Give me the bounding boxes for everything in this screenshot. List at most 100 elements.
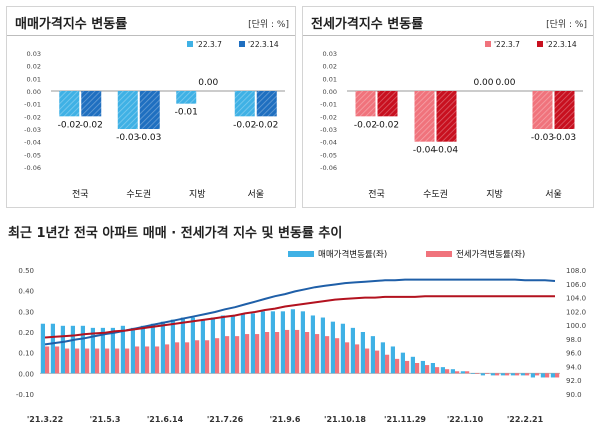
trend-left-ytick-label: 0.50 [18,267,34,275]
trend-sale-bar [80,325,85,374]
trend-jeonse-bar [235,336,240,374]
sale-ytick-label: 0.03 [27,50,41,58]
trend-sale-bar [270,311,275,374]
sale-ytick-label: 0.02 [27,63,41,71]
jeonse-bar [436,91,457,142]
jeonse-data-label: -0.03 [553,133,576,143]
trend-sale-bar [440,367,445,374]
trend-right-ytick-label: 106.0 [566,281,586,289]
trend-xtick-label: '21.5.3 [90,415,121,424]
sale-ytick-label: -0.04 [24,139,41,147]
trend-jeonse-bar [175,342,180,374]
sale-ytick-label: -0.05 [24,151,41,159]
jeonse-data-label: -0.04 [435,146,459,156]
trend-jeonse-bar [125,348,130,374]
trend-sale-bar [320,317,325,374]
trend-sale-bar [520,373,525,376]
trend-sale-bar [210,317,215,374]
trend-jeonse-bar [425,365,430,374]
jeonse-ytick-label: -0.06 [320,164,337,172]
trend-sale-bar [480,373,485,376]
sale-ytick-label: 0.00 [27,88,41,96]
jeonse-legend-label: '22.3.7 [494,40,520,49]
trend-sale-bar [370,336,375,374]
trend-jeonse-bar [215,338,220,374]
jeonse-ytick-label: 0.02 [323,63,337,71]
jeonse-data-label: -0.04 [413,146,437,156]
trend-sale-bar [500,373,505,376]
trend-jeonse-bar [65,348,70,374]
trend-sale-bar [310,315,315,374]
trend-sale-bar [230,315,235,374]
sale-category-label: 수도권 [126,188,151,200]
sale-legend-label: '22.3.14 [248,40,279,49]
sale-legend-label: '22.3.7 [196,40,222,49]
sale-bar [117,91,138,129]
trend-jeonse-bar [345,342,350,374]
trend-xtick-label: '22.1.10 [447,415,484,424]
trend-jeonse-bar [505,373,510,376]
jeonse-category-label: 지방 [486,189,503,200]
trend-sale-bar [470,373,475,374]
trend-sale-bar [510,373,515,376]
sale-ytick-label: -0.06 [24,164,41,172]
trend-legend-label: 전세가격변동률(좌) [456,249,525,260]
trend-xtick-label: '21.11.29 [384,415,426,424]
sale-bar [256,91,277,117]
trend-sale-bar [330,321,335,374]
jeonse-category-label: 전국 [368,189,385,200]
sale-category-label: 전국 [72,189,89,200]
jeonse-change-unit: [단위 : %] [546,20,587,30]
trend-right-ytick-label: 104.0 [566,295,586,303]
trend-legend-label: 매매가격변동률(좌) [318,249,387,260]
trend-jeonse-bar [295,329,300,374]
sale-change-chart: 0.03 0.02 0.01 0.00 -0.01 -0.02 -0.03 -0.04 -0.0… [24,40,285,200]
jeonse-legend-swatch [485,41,491,47]
jeonse-ytick-label: -0.04 [320,139,337,147]
trend-right-ytick-label: 96.0 [566,350,582,358]
trend-left-ytick-label: -0.10 [16,391,34,399]
trend-sale-bar [460,371,465,374]
trend-jeonse-bar [155,346,160,374]
sale-bar [234,91,255,117]
jeonse-bar [377,91,398,117]
trend-sale-bar [340,323,345,374]
trend-jeonse-bar [445,369,450,374]
trend-right-ytick-label: 92.0 [566,377,582,385]
jeonse-category-label: 서울 [545,189,562,200]
trend-jeonse-index-line [44,295,555,339]
trend-jeonse-bar [115,348,120,374]
trend-jeonse-bar [455,371,460,374]
trend-jeonse-bar [545,373,550,378]
trend-left-ytick-label: 0.30 [18,308,34,316]
trend-sale-bar [290,309,295,374]
trend-jeonse-bar [375,350,380,374]
trend-right-ytick-label: 90.0 [566,391,582,399]
trend-right-ytick-label: 108.0 [566,267,586,275]
jeonse-change-title: 전세가격지수 변동률 [311,17,424,32]
trend-jeonse-bar [465,371,470,374]
trend-jeonse-bar [535,373,540,376]
sale-data-label: -0.03 [116,133,139,143]
trend-jeonse-bar [525,373,530,376]
trend-jeonse-bar [185,342,190,374]
sale-data-label: -0.02 [233,120,256,130]
trend-jeonse-bar [385,354,390,374]
trend-sale-bar [540,373,545,378]
trend-jeonse-bar [45,346,50,374]
sale-category-label: 서울 [247,189,264,200]
sale-legend-swatch [187,41,193,47]
jeonse-legend-label: '22.3.14 [546,40,577,49]
jeonse-ytick-label: 0.00 [323,88,337,96]
trend-right-ytick-label: 102.0 [566,308,586,316]
sale-data-label: -0.03 [138,133,161,143]
trend-sale-bar [140,325,145,374]
sale-ytick-label: 0.01 [27,75,41,83]
trend-jeonse-bar [325,336,330,374]
jeonse-data-label: 0.00 [495,78,515,88]
trend-sale-bar [300,311,305,374]
jeonse-change-divider [303,35,593,36]
trend-sale-bar [390,346,395,374]
trend-sale-bar [350,327,355,374]
trend-sale-bar [450,369,455,374]
